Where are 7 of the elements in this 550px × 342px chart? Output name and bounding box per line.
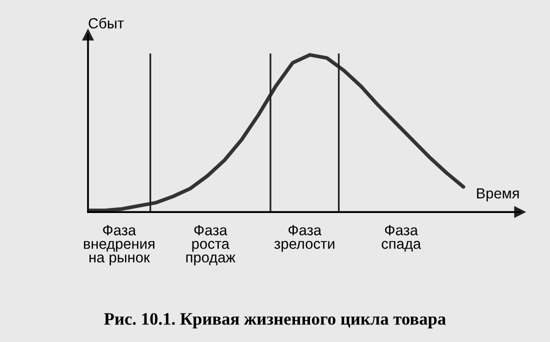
x-axis-title: Время	[477, 188, 519, 202]
text: Рис. 10.1. Кривая жизненного цикла товара	[104, 313, 446, 328]
text: Фаза спада	[382, 225, 422, 252]
text: Фаза роста продаж	[186, 225, 236, 266]
y-axis-title: Сбыт	[88, 18, 124, 28]
text: Фаза зрелости	[274, 225, 334, 252]
text: Фаза внедрения на рынок	[84, 225, 154, 266]
